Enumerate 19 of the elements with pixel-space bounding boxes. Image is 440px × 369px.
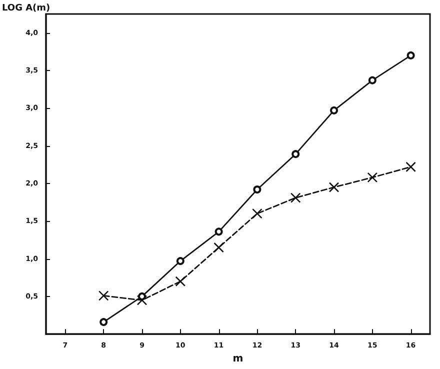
point — [252, 208, 262, 219]
point — [176, 257, 184, 266]
point — [406, 162, 416, 172]
point — [406, 51, 415, 60]
point — [136, 295, 148, 306]
point — [290, 192, 301, 203]
point — [292, 150, 300, 158]
point — [98, 290, 109, 301]
point — [214, 242, 224, 253]
point — [330, 106, 338, 114]
point — [367, 172, 378, 183]
point — [100, 318, 108, 326]
point — [214, 228, 223, 236]
point — [328, 182, 340, 192]
y-axis-title: LOG A(m) — [2, 4, 50, 14]
point — [368, 76, 376, 84]
x-axis-title: m — [232, 354, 244, 364]
point — [175, 276, 186, 287]
point — [253, 185, 262, 194]
